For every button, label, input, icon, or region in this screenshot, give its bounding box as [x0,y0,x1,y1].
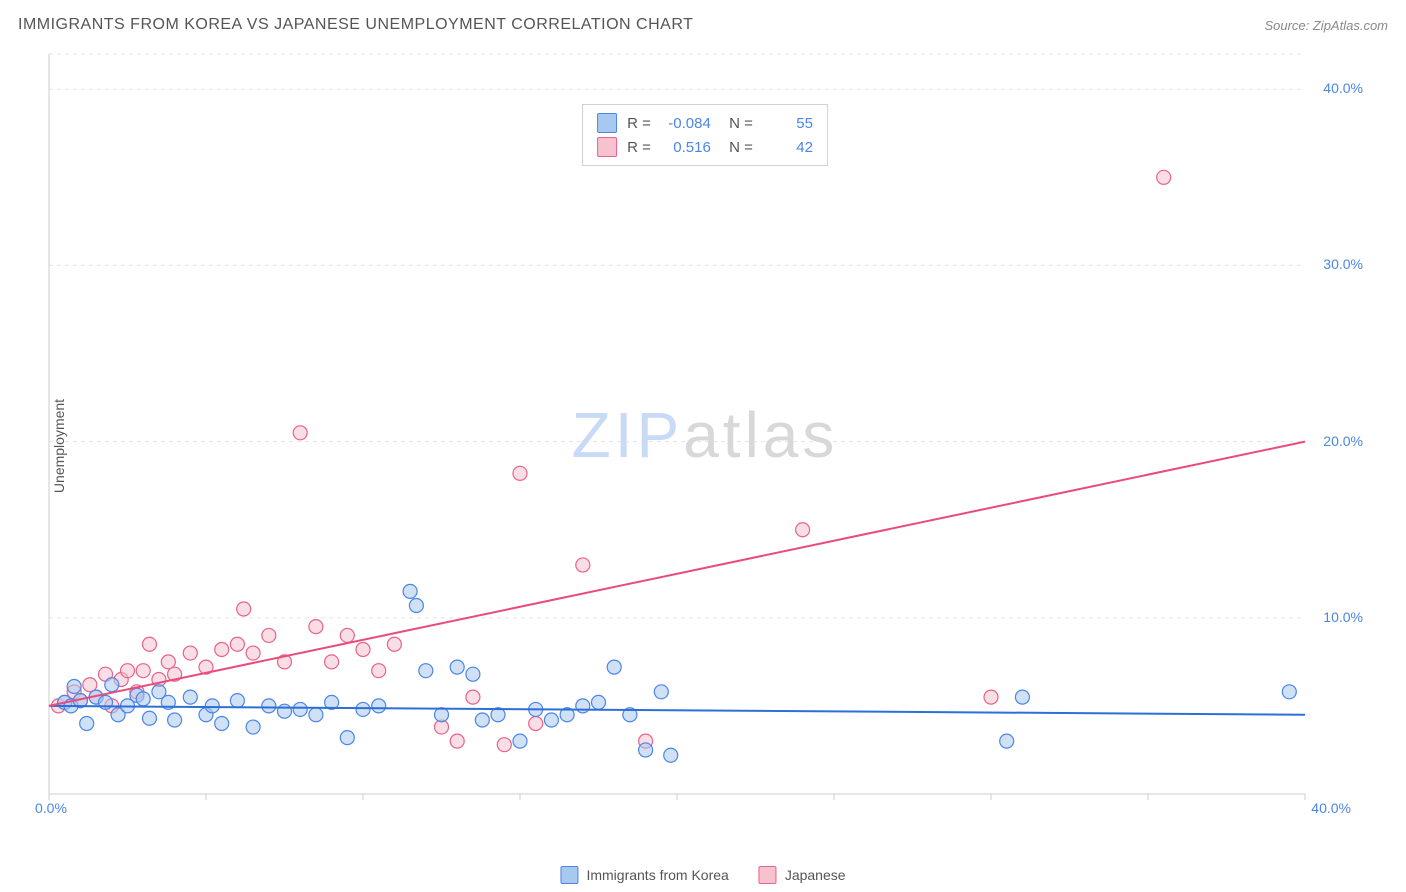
legend-item-japanese: Japanese [759,866,846,884]
corr-r-japanese: 0.516 [661,139,711,156]
corr-n-label: N = [721,115,753,132]
x-tick-label: 40.0% [1311,800,1351,816]
chart-title: IMMIGRANTS FROM KOREA VS JAPANESE UNEMPL… [18,16,693,34]
correlation-legend: R = -0.084 N = 55 R = 0.516 N = 42 [582,104,828,166]
swatch-japanese [759,866,777,884]
source-attribution: Source: ZipAtlas.com [1264,18,1388,33]
corr-r-korea: -0.084 [661,115,711,132]
corr-n-label: N = [721,139,753,156]
y-tick-label: 30.0% [1323,256,1363,272]
chart-plot: ZIPatlas R = -0.084 N = 55 R = 0.516 N =… [45,50,1365,820]
corr-row-japanese: R = 0.516 N = 42 [597,135,813,159]
swatch-korea [597,113,617,133]
corr-row-korea: R = -0.084 N = 55 [597,111,813,135]
y-tick-label: 20.0% [1323,433,1363,449]
chart-header: IMMIGRANTS FROM KOREA VS JAPANESE UNEMPL… [0,0,1406,40]
x-tick-label: 0.0% [35,800,67,816]
corr-n-korea: 55 [763,115,813,132]
series-legend: Immigrants from Korea Japanese [560,866,845,884]
legend-label-korea: Immigrants from Korea [586,867,728,883]
corr-r-label: R = [627,115,651,132]
swatch-korea [560,866,578,884]
corr-r-label: R = [627,139,651,156]
swatch-japanese [597,137,617,157]
y-tick-label: 40.0% [1323,80,1363,96]
y-tick-label: 10.0% [1323,609,1363,625]
corr-n-japanese: 42 [763,139,813,156]
legend-label-japanese: Japanese [785,867,846,883]
legend-item-korea: Immigrants from Korea [560,866,728,884]
